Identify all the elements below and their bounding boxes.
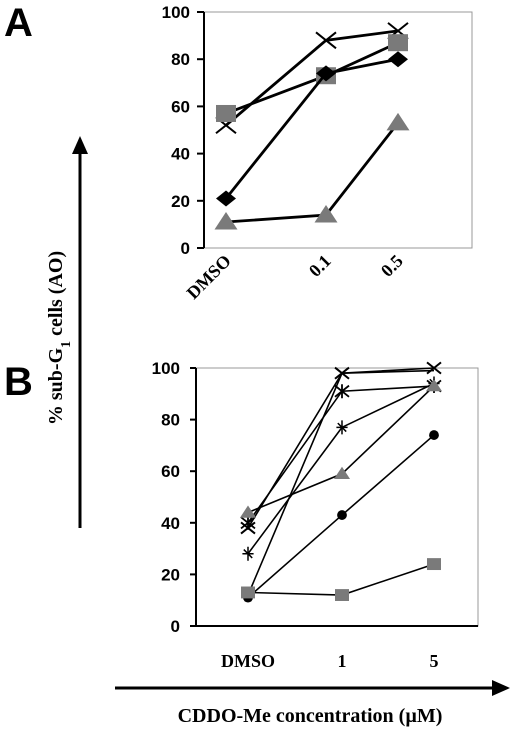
panel-b-series-5	[239, 379, 443, 518]
panel-a-series-3	[216, 51, 408, 207]
x-axis-arrow-head	[492, 680, 510, 696]
panel-a-series-1	[215, 22, 409, 135]
panel-a-series-1-line	[225, 29, 399, 127]
panel-b-series-5-point	[333, 466, 351, 480]
panel-a-series-3-point	[388, 51, 408, 68]
panel-b-series-7	[241, 558, 441, 601]
panel-b-series-2-line	[247, 385, 435, 524]
panel-a-y-ticks: 0 20 40 60 80 100	[162, 3, 204, 258]
panel-b-y-tick-label: 100	[152, 359, 180, 378]
panel-a-series-2-point	[388, 34, 408, 52]
panel-b-series-2-point	[240, 515, 256, 530]
panel-b-series-5-line	[247, 385, 435, 514]
panel-a-series-3-point	[216, 190, 236, 207]
panel-a-series-4	[214, 112, 410, 230]
x-axis-title: CDDO-Me concentration (µM)	[178, 705, 443, 727]
panel-a-y-tick-label: 80	[171, 50, 190, 69]
panel-b-series-3-point	[336, 420, 348, 435]
panel-b-series-3-point	[242, 546, 254, 561]
panel-a-x-category-label: DMSO	[183, 251, 235, 303]
panel-b-plot-frame	[195, 367, 479, 627]
panel-b-y-ticks: 0 20 40 60 80 100	[152, 359, 196, 636]
panel-b-series-7-point	[335, 589, 349, 601]
panel-label-a: A	[4, 1, 33, 45]
panel-b-x-category-label: 5	[430, 651, 439, 671]
panel-b-chart: 0 20 40 60 80 100 DMSO 1 5	[152, 359, 479, 671]
panel-b-y-tick-label: 80	[161, 411, 180, 430]
panel-b-y-tick-label: 60	[161, 462, 180, 481]
panel-a-series-2-point	[216, 104, 236, 122]
panel-a-chart: 0 20 40 60 80 100 DMSO 0.1 0.5	[162, 3, 473, 303]
panel-a-y-tick-label: 0	[181, 239, 190, 258]
panel-b-series-5-point	[239, 505, 257, 518]
panel-b-series-1-point	[426, 361, 442, 375]
y-axis-title: % sub-G1 cells (AO)	[45, 251, 74, 425]
panel-a-series-4-point	[214, 212, 238, 230]
panel-b-series-7-point	[241, 586, 255, 599]
panel-b-series-5-point	[425, 379, 443, 392]
panel-a-y-tick-label: 100	[162, 3, 190, 22]
panel-a-series-4-point	[314, 204, 338, 223]
panel-a-series-3-point	[316, 65, 336, 82]
panel-a-x-category-label: 0.1	[305, 251, 335, 281]
panel-b-series-6	[243, 430, 439, 603]
panel-a-y-tick-label: 20	[171, 192, 190, 211]
panel-b-series-6-point	[337, 510, 347, 520]
panel-b-x-categories: DMSO 1 5	[221, 651, 439, 671]
panel-b-series-2-point	[334, 384, 350, 399]
panel-b-x-category-label: DMSO	[221, 651, 275, 671]
panel-a-series	[214, 22, 410, 230]
panel-b-series-7-point	[427, 558, 441, 571]
panel-a-series-4-line	[225, 122, 400, 224]
panel-b-y-tick-label: 20	[161, 565, 180, 584]
panel-b-y-tick-label: 0	[171, 617, 180, 636]
panel-a-x-categories: DMSO 0.1 0.5	[183, 251, 407, 303]
panel-b-series-4	[247, 369, 435, 596]
panel-b-x-category-label: 1	[338, 651, 347, 671]
panel-a-plot-frame	[203, 11, 473, 249]
panel-b-series	[239, 361, 443, 603]
panel-label-b: B	[4, 360, 33, 404]
panel-a-x-category-label: 0.5	[377, 251, 407, 281]
panel-b-y-tick-label: 40	[161, 514, 180, 533]
panel-a-series-4-point	[386, 112, 410, 131]
panel-b-series-6-point	[429, 430, 439, 440]
panel-b-series-4-line	[247, 369, 435, 596]
panel-a-series-1-point	[315, 31, 337, 50]
panel-a-y-tick-label: 60	[171, 97, 190, 116]
panel-a-y-tick-label: 40	[171, 145, 190, 164]
y-axis-arrow-head	[72, 136, 88, 154]
